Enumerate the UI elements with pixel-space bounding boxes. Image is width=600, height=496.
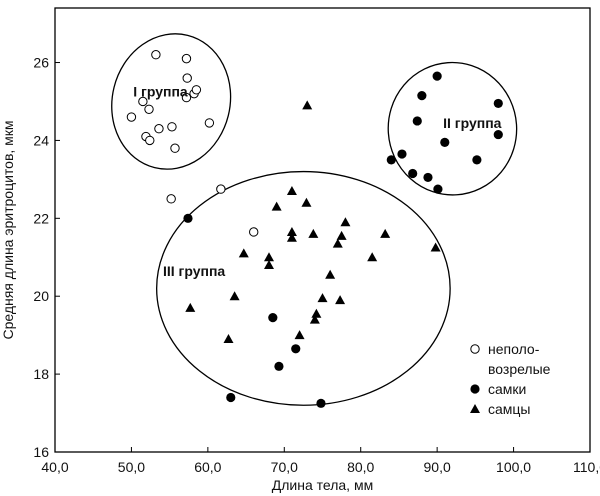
data-point-filled-triangle bbox=[317, 293, 328, 303]
data-point-open-circle bbox=[151, 50, 161, 60]
group-annotations: I группа II группа III группа bbox=[133, 84, 501, 279]
data-point-filled-circle bbox=[493, 98, 503, 109]
data-point-filled-circle bbox=[183, 213, 193, 223]
y-tick-label: 24 bbox=[33, 132, 49, 148]
data-point-filled-triangle bbox=[311, 308, 322, 318]
cluster-ellipse-1 bbox=[111, 33, 232, 170]
data-point-filled-triangle bbox=[430, 242, 441, 252]
data-point-open-circle bbox=[182, 73, 192, 83]
y-tick-label: 16 bbox=[33, 444, 49, 460]
data-point-filled-triangle bbox=[335, 295, 346, 305]
data-point-filled-triangle bbox=[340, 217, 351, 227]
data-point-filled-triangle bbox=[380, 228, 391, 238]
y-tick-label: 18 bbox=[33, 366, 49, 382]
data-point-filled-triangle bbox=[325, 269, 336, 279]
group-label-1: I группа bbox=[133, 84, 188, 100]
axis-ticks: 40,0 50,0 60,0 70,0 80,0 90,0 100,0 110,0 16 18 20… bbox=[33, 55, 600, 475]
x-tick-label: 100,0 bbox=[496, 459, 531, 475]
data-point-filled-triangle bbox=[308, 228, 319, 238]
data-point-open-circle bbox=[145, 135, 155, 146]
x-tick-label: 40,0 bbox=[41, 459, 68, 475]
data-point-open-circle bbox=[170, 143, 180, 153]
y-axis-label: Средняя длина эритроцитов, мкм bbox=[0, 120, 16, 339]
data-point-filled-circle bbox=[472, 155, 482, 165]
plot-border bbox=[54, 7, 591, 453]
data-point-filled-triangle bbox=[223, 334, 234, 344]
data-point-filled-circle bbox=[274, 361, 284, 371]
data-point-open-circle bbox=[167, 122, 177, 132]
data-point-filled-circle bbox=[433, 184, 443, 194]
legend-label: самки bbox=[488, 381, 526, 397]
data-points bbox=[126, 50, 503, 408]
data-point-filled-circle bbox=[417, 91, 427, 101]
x-axis-label: Длина тела, мм bbox=[272, 477, 373, 493]
data-point-filled-circle bbox=[493, 129, 503, 140]
cluster-ellipse-2 bbox=[387, 61, 518, 196]
data-point-filled-triangle bbox=[332, 238, 343, 248]
legend: неполо-возрелые самки самцы bbox=[470, 341, 551, 417]
cluster-ellipse-3 bbox=[155, 170, 451, 406]
x-tick-label: 70,0 bbox=[271, 459, 298, 475]
group-label-3: III группа bbox=[163, 263, 225, 279]
data-point-open-circle bbox=[166, 194, 176, 204]
data-point-filled-triangle bbox=[367, 252, 378, 262]
y-tick-label: 20 bbox=[33, 288, 49, 304]
data-point-filled-triangle bbox=[229, 291, 240, 301]
x-tick-label: 80,0 bbox=[347, 459, 374, 475]
data-point-filled-triangle bbox=[309, 314, 320, 324]
data-point-filled-circle bbox=[386, 155, 396, 165]
data-point-filled-circle bbox=[268, 313, 278, 323]
data-point-open-circle bbox=[126, 112, 137, 122]
x-tick-label: 50,0 bbox=[118, 459, 145, 475]
legend-label: самцы bbox=[488, 401, 531, 417]
data-point-filled-triangle bbox=[185, 302, 196, 312]
cluster-ellipses bbox=[111, 33, 518, 406]
data-point-filled-triangle bbox=[336, 230, 347, 240]
data-point-filled-triangle bbox=[271, 201, 282, 211]
data-point-filled-triangle bbox=[264, 260, 274, 270]
group-label-2: II группа bbox=[443, 115, 502, 131]
x-tick-label: 90,0 bbox=[424, 459, 451, 475]
data-point-open-circle bbox=[154, 124, 164, 134]
data-point-filled-triangle bbox=[286, 232, 297, 242]
data-point-open-circle bbox=[204, 118, 215, 128]
data-point-filled-circle bbox=[440, 137, 450, 147]
data-point-filled-circle bbox=[316, 398, 326, 408]
data-point-filled-triangle bbox=[238, 248, 249, 258]
data-point-open-circle bbox=[249, 227, 259, 237]
y-tick-label: 22 bbox=[33, 210, 49, 226]
plot-frame bbox=[54, 7, 591, 453]
x-tick-label: 110,0 bbox=[573, 459, 600, 475]
data-point-filled-triangle bbox=[294, 330, 305, 340]
legend-marker bbox=[470, 384, 480, 394]
data-point-filled-circle bbox=[432, 71, 442, 81]
data-point-filled-circle bbox=[291, 344, 301, 354]
data-point-filled-triangle bbox=[286, 226, 297, 236]
data-point-filled-circle bbox=[226, 392, 236, 403]
data-point-filled-circle bbox=[423, 172, 433, 183]
data-point-open-circle bbox=[216, 184, 226, 194]
data-point-filled-triangle bbox=[301, 197, 312, 207]
data-point-open-circle bbox=[181, 53, 192, 64]
data-point-filled-triangle bbox=[286, 186, 297, 196]
data-point-open-circle bbox=[138, 96, 148, 107]
y-tick-label: 26 bbox=[33, 55, 49, 71]
legend-label: неполо- bbox=[488, 341, 540, 357]
data-point-open-circle bbox=[144, 104, 154, 114]
data-point-open-circle bbox=[181, 92, 192, 103]
data-point-filled-circle bbox=[412, 116, 422, 126]
data-point-filled-circle bbox=[397, 149, 407, 159]
legend-label: возрелые bbox=[488, 361, 551, 377]
data-point-filled-triangle bbox=[264, 252, 274, 262]
legend-marker bbox=[470, 404, 480, 413]
legend-marker bbox=[470, 344, 480, 354]
data-point-filled-circle bbox=[408, 168, 418, 179]
data-point-filled-triangle bbox=[302, 100, 313, 110]
data-point-open-circle bbox=[191, 85, 202, 95]
x-tick-label: 60,0 bbox=[194, 459, 221, 475]
